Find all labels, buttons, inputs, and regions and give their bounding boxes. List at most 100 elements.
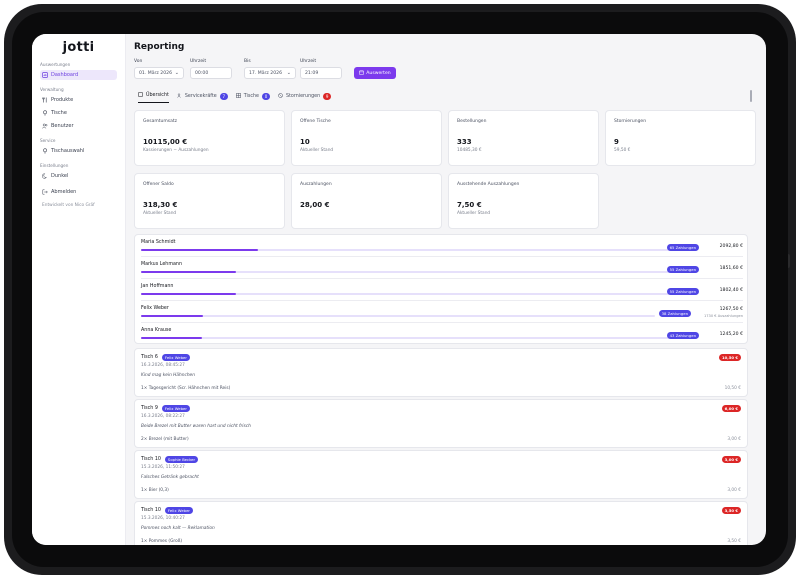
kpi-card: Offener Saldo 318,30 € Aktueller Stand	[134, 173, 285, 229]
sidebar-item-tische[interactable]: Tische	[40, 108, 117, 118]
table-icon	[235, 92, 241, 100]
staff-row[interactable]: Jan Hoffmann 55 Zahlungen 1802,40 €	[141, 281, 743, 301]
cancellation-table: Tisch 10	[141, 508, 161, 513]
cancellation-item-amount: 3,00 €	[727, 437, 741, 442]
staff-progress-fill	[141, 293, 236, 295]
tab-label: Tische	[243, 93, 259, 99]
tab-label: Stornierungen	[285, 93, 321, 99]
staff-progress-track	[141, 337, 697, 339]
chevron-down-icon: ⌄	[286, 70, 291, 76]
sidebar-item-label: Tische	[51, 110, 67, 116]
tab-uebersicht[interactable]: Übersicht	[138, 92, 169, 103]
auswerten-button[interactable]: Auswerten	[354, 67, 396, 79]
sidebar-item-dashboard[interactable]: Dashboard	[40, 70, 117, 80]
cancellation-time: 15.3.2026, 11:50:27	[141, 465, 185, 470]
kpi-subtitle: 59,50 €	[614, 148, 631, 153]
theme-toggle-dunkel[interactable]: Dunkel	[40, 171, 117, 181]
logout-button[interactable]: Abmelden	[40, 187, 117, 197]
kpi-value: 318,30 €	[143, 201, 178, 209]
logout-label: Abmelden	[51, 189, 77, 195]
von-time-input[interactable]: 00:00	[190, 67, 232, 79]
cancellation-amount-badge: 3,00 €	[721, 456, 741, 463]
staff-row[interactable]: Maria Schmidt 65 Zahlungen 2092,80 €	[141, 237, 743, 257]
kpi-value: 333	[457, 138, 472, 146]
staff-progress-fill	[141, 337, 203, 339]
cancellation-amount-badge: 3,50 €	[721, 507, 741, 514]
pin-icon	[42, 110, 48, 116]
sidebar-item-tischauswahl[interactable]: Tischauswahl	[40, 146, 117, 156]
sidebar-item-benutzer[interactable]: Benutzer	[40, 121, 117, 131]
sidebar-item-produkte[interactable]: Produkte	[40, 95, 117, 105]
von-date-select[interactable]: 01. März 2026 ⌄	[134, 67, 184, 79]
ban-icon	[278, 92, 283, 100]
tab-tische[interactable]: Tische 0	[235, 92, 270, 103]
bis-time-input[interactable]: 21:09	[300, 67, 342, 79]
cancellation-reason: Kind mag kein Hähnchen	[141, 373, 195, 378]
calendar-icon	[359, 70, 365, 77]
staff-amount: 1267,50 €	[719, 307, 743, 312]
kpi-card: Ausstehende Auszahlungen 7,50 € Aktuelle…	[448, 173, 599, 229]
staff-row[interactable]: Felix Weber 38 Zahlungen 1267,50 € 1730 …	[141, 303, 743, 323]
bis-time-label: Uhrzeit	[300, 59, 317, 64]
cancellation-table: Tisch 9	[141, 406, 158, 411]
chevron-down-icon: ⌄	[174, 70, 179, 76]
sidebar-item-label: Tischauswahl	[51, 148, 85, 154]
staff-amount: 1802,40 €	[719, 288, 743, 293]
staff-progress-fill	[141, 249, 258, 251]
payments-badge: 65 Zahlungen	[666, 244, 699, 251]
staff-name: Maria Schmidt	[141, 240, 176, 245]
section-label-einstellungen: Einstellungen	[40, 163, 69, 168]
bis-label: Bis	[244, 59, 251, 64]
tab-count-badge: 9	[323, 92, 332, 100]
cancellation-amount-badge: 10,50 €	[719, 354, 741, 361]
section-label-verwaltung: Verwaltung	[40, 87, 64, 92]
staff-row[interactable]: Markus Lehmann 55 Zahlungen 1851,60 €	[141, 259, 743, 279]
staff-amount: 1245,20 €	[719, 332, 743, 337]
kpi-subtitle: 10485,30 €	[457, 148, 482, 153]
pin-icon	[42, 148, 48, 154]
tab-count-badge: 0	[261, 92, 270, 100]
section-label-auswertungen: Auswertungen	[40, 62, 71, 67]
bis-date-select[interactable]: 17. März 2026 ⌄	[244, 67, 296, 79]
cancellation-card[interactable]: Tisch 10 Felix Weber 3,50 € 15.3.2026, 1…	[134, 501, 748, 545]
kpi-value: 7,50 €	[457, 201, 482, 209]
scrollbar-thumb[interactable]	[750, 90, 752, 102]
tab-stornierungen[interactable]: Stornierungen 9	[278, 92, 332, 103]
staff-row[interactable]: Anna Krause 43 Zahlungen 1245,20 €	[141, 325, 743, 345]
von-time-value: 00:00	[195, 70, 209, 76]
developer-credit: Entwickelt von Nico Gräf	[42, 203, 95, 208]
payments-badge: 38 Zahlungen	[658, 310, 691, 317]
kpi-title: Ausstehende Auszahlungen	[457, 182, 520, 187]
von-date-value: 01. März 2026	[139, 70, 172, 76]
kpi-title: Gesamtumsatz	[143, 119, 177, 124]
cancellation-card[interactable]: Tisch 6 Felix Weber 10,50 € 16.3.2026, 0…	[134, 348, 748, 397]
kpi-subtitle: Aktueller Stand	[457, 211, 491, 216]
page-title: Reporting	[134, 42, 185, 52]
cancellation-time: 15.3.2026, 10:40:27	[141, 516, 185, 521]
tab-servicekraefte[interactable]: Servicekräfte 7	[177, 92, 228, 103]
cancellation-card[interactable]: Tisch 10 Sophie Becker 3,00 € 15.3.2026,…	[134, 450, 748, 499]
cancellation-card[interactable]: Tisch 9 Felix Weber 6,00 € 16.3.2026, 08…	[134, 399, 748, 448]
main-content: Reporting Von 01. März 2026 ⌄ Uhrzeit 00…	[134, 34, 756, 545]
staff-revenue-list: Maria Schmidt 65 Zahlungen 2092,80 € Mar…	[134, 234, 748, 344]
section-label-service: Service	[40, 138, 56, 143]
kpi-subtitle: Kassierungen − Auszahlungen	[143, 148, 209, 153]
cancellation-item: 1× Bier (0,3)	[141, 488, 169, 493]
staff-badge: Sophie Becker	[164, 456, 199, 463]
cancellation-item-amount: 10,50 €	[724, 386, 741, 391]
cancellation-reason: Pommes noch kalt — Reklamation	[141, 526, 215, 531]
von-time-label: Uhrzeit	[190, 59, 207, 64]
staff-progress-fill	[141, 271, 236, 273]
kpi-card: Bestellungen 333 10485,30 €	[448, 110, 599, 166]
app-logo[interactable]: jotti	[62, 40, 95, 55]
moon-icon	[42, 173, 48, 179]
sidebar-item-label: Dunkel	[51, 173, 69, 179]
tab-label: Übersicht	[146, 93, 169, 98]
utensils-icon	[42, 97, 48, 103]
kpi-value: 9	[614, 138, 619, 146]
kpi-value: 10	[300, 138, 310, 146]
staff-badge: Felix Weber	[161, 405, 190, 412]
kpi-title: Offener Saldo	[143, 182, 174, 187]
staff-name: Felix Weber	[141, 306, 169, 311]
users-icon	[42, 123, 48, 129]
